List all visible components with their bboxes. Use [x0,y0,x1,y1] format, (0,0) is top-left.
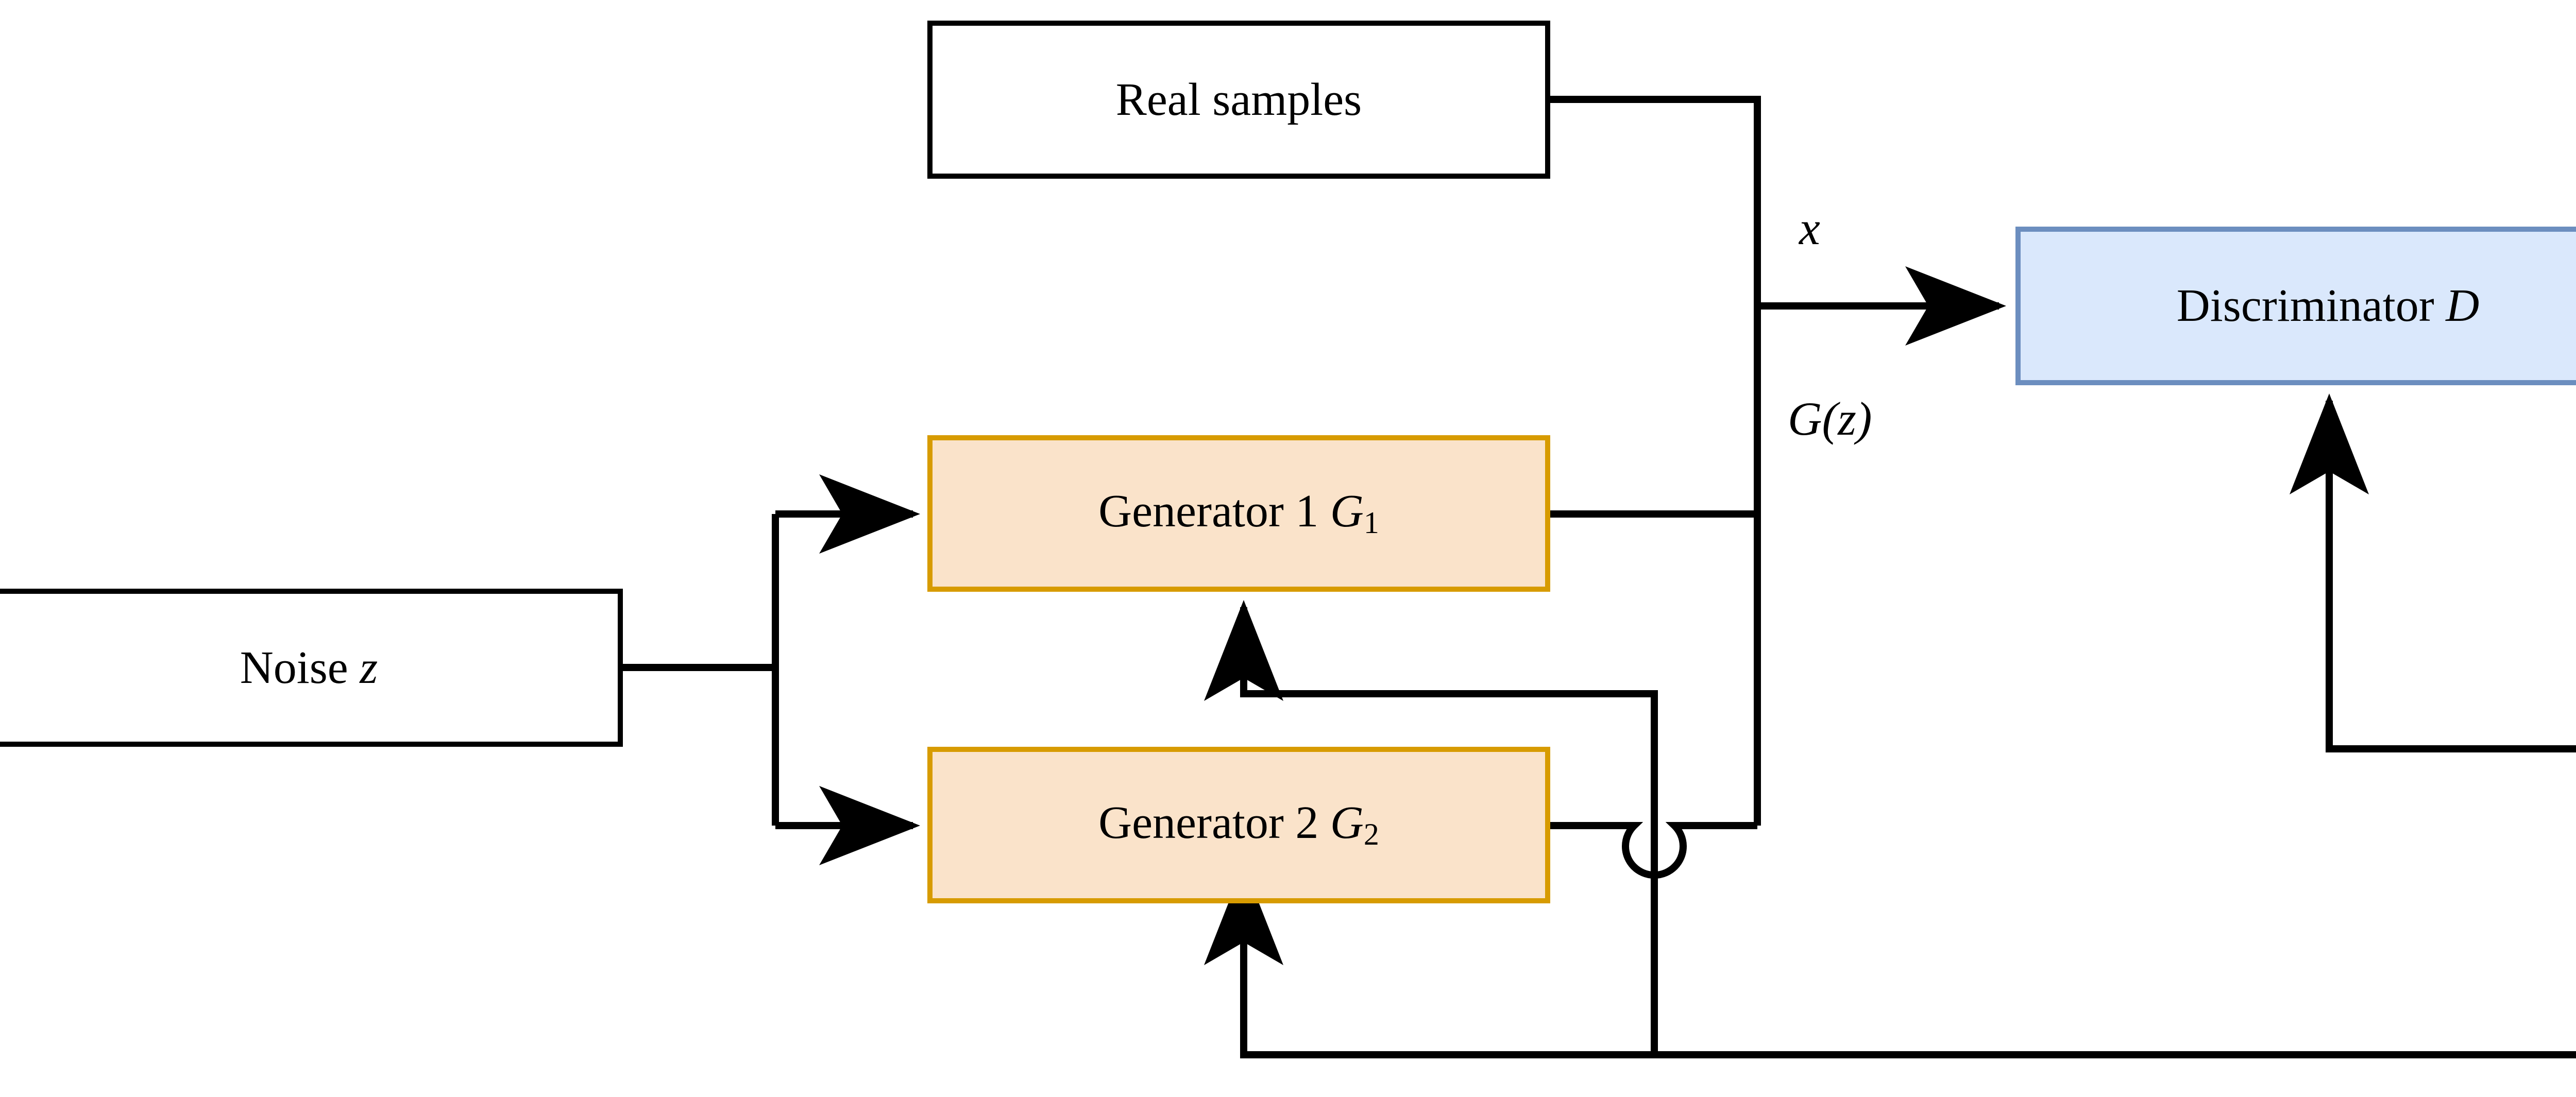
node-generator-1-label: Generator 1 G1 [1098,486,1379,540]
edge-decision-to-generator2-feedback [1204,864,2576,1058]
node-discriminator-label: Discriminator D [2176,280,2480,331]
node-noise[interactable]: Noise z [0,589,623,747]
node-generator-2[interactable]: Generator 2 G2 [927,747,1550,903]
node-discriminator-symbol: D [2446,280,2480,331]
node-real-samples[interactable]: Real samples [927,21,1550,179]
node-generator-2-symbol: G [1330,797,1364,849]
node-generator-2-label: Generator 2 G2 [1098,797,1379,852]
node-generator-1[interactable]: Generator 1 G1 [927,435,1550,592]
node-noise-symbol: z [360,642,378,693]
edge-feedback-to-generator1 [1204,600,1658,1055]
node-discriminator[interactable]: Discriminator D [2015,227,2576,385]
node-real-samples-label: Real samples [1115,74,1362,125]
node-generator-1-symbol: G [1330,486,1364,537]
node-generator-1-subscript: 1 [1363,506,1379,540]
node-noise-label: Noise z [240,642,378,693]
edge-real-samples-to-bus [1550,96,1761,306]
edge-decision-to-discriminator-feedback [2290,393,2576,752]
node-generator-2-subscript: 2 [1363,817,1379,852]
edge-label-g-of-z: G(z) [1788,392,1872,445]
edge-label-x: x [1799,202,1820,254]
